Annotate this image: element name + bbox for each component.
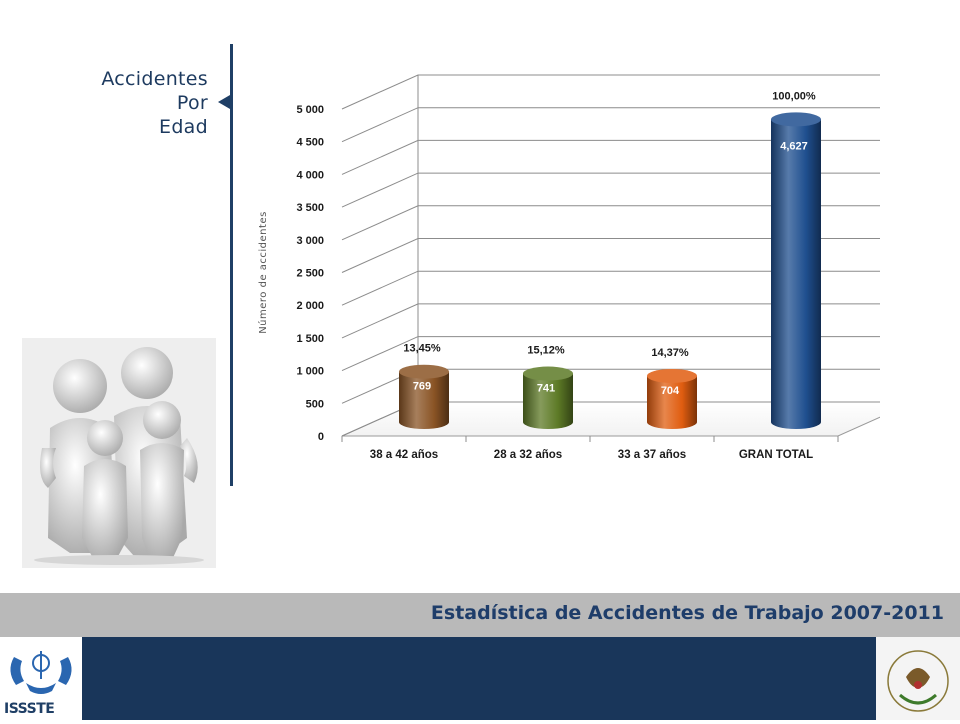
- x-category-label: 28 a 32 años: [494, 449, 562, 461]
- bar: [399, 364, 449, 429]
- bar-value-label: 704: [661, 385, 680, 397]
- bar-body: [771, 119, 821, 430]
- bar-percent-label: 15,12%: [527, 345, 565, 357]
- bar-body: [647, 375, 697, 429]
- bar-body: [399, 371, 449, 429]
- x-category-label: 33 a 37 años: [618, 449, 686, 461]
- y-tick-label: 500: [306, 398, 324, 410]
- section-title: Accidentes Por Edad: [101, 67, 208, 139]
- bar-top: [399, 364, 449, 379]
- footer-navy-bar: [82, 637, 876, 720]
- y-tick-label: 0: [318, 431, 324, 443]
- bar-percent-label: 14,37%: [651, 347, 689, 359]
- bar-top: [523, 366, 573, 381]
- bar-top: [647, 368, 697, 383]
- y-tick-label: 2 500: [296, 268, 324, 280]
- x-category-label: 38 a 42 años: [370, 449, 438, 461]
- y-axis-label: Número de accidentes: [257, 211, 269, 334]
- bar-chart: 0 500 1 000 1 500 2 000 2 500 3 000 3 500 4 000 4…: [257, 74, 880, 461]
- pointer-arrow-icon: [218, 95, 230, 109]
- bar: [647, 368, 697, 429]
- bar-top: [771, 112, 821, 127]
- y-tick-label: 4 000: [296, 169, 324, 181]
- bar-percent-label: 100,00%: [772, 90, 816, 102]
- section-title-line1: Accidentes: [101, 68, 208, 90]
- bar-value-label: 741: [537, 383, 555, 395]
- family-figures-icon: [22, 338, 216, 568]
- bar-value-label: 769: [413, 381, 431, 393]
- y-tick-label: 1 500: [296, 333, 324, 345]
- footer-band: Estadística de Accidentes de Trabajo 200…: [0, 593, 960, 637]
- section-title-line2: Por: [176, 92, 208, 114]
- mexico-seal-icon: [876, 637, 960, 720]
- bar: [771, 112, 821, 430]
- issste-logo-text: ISSSTE: [4, 701, 55, 717]
- y-tick-label: 5 000: [296, 104, 324, 116]
- y-tick-label: 3 000: [296, 235, 324, 247]
- issste-logo-icon: ISSSTE: [0, 637, 82, 720]
- bar: [523, 366, 573, 429]
- y-tick-label: 2 000: [296, 300, 324, 312]
- bar-body: [523, 373, 573, 429]
- y-tick-label: 3 500: [296, 202, 324, 214]
- x-category-label: GRAN TOTAL: [739, 449, 813, 461]
- y-tick-label: 1 000: [296, 366, 324, 378]
- section-title-line3: Edad: [159, 116, 208, 138]
- divider-line: [230, 44, 233, 486]
- bar-percent-label: 13,45%: [403, 343, 441, 355]
- bar-value-label: 4,627: [780, 140, 808, 152]
- y-tick-label: 4 500: [296, 137, 324, 149]
- footer-title: Estadística de Accidentes de Trabajo 200…: [430, 602, 944, 624]
